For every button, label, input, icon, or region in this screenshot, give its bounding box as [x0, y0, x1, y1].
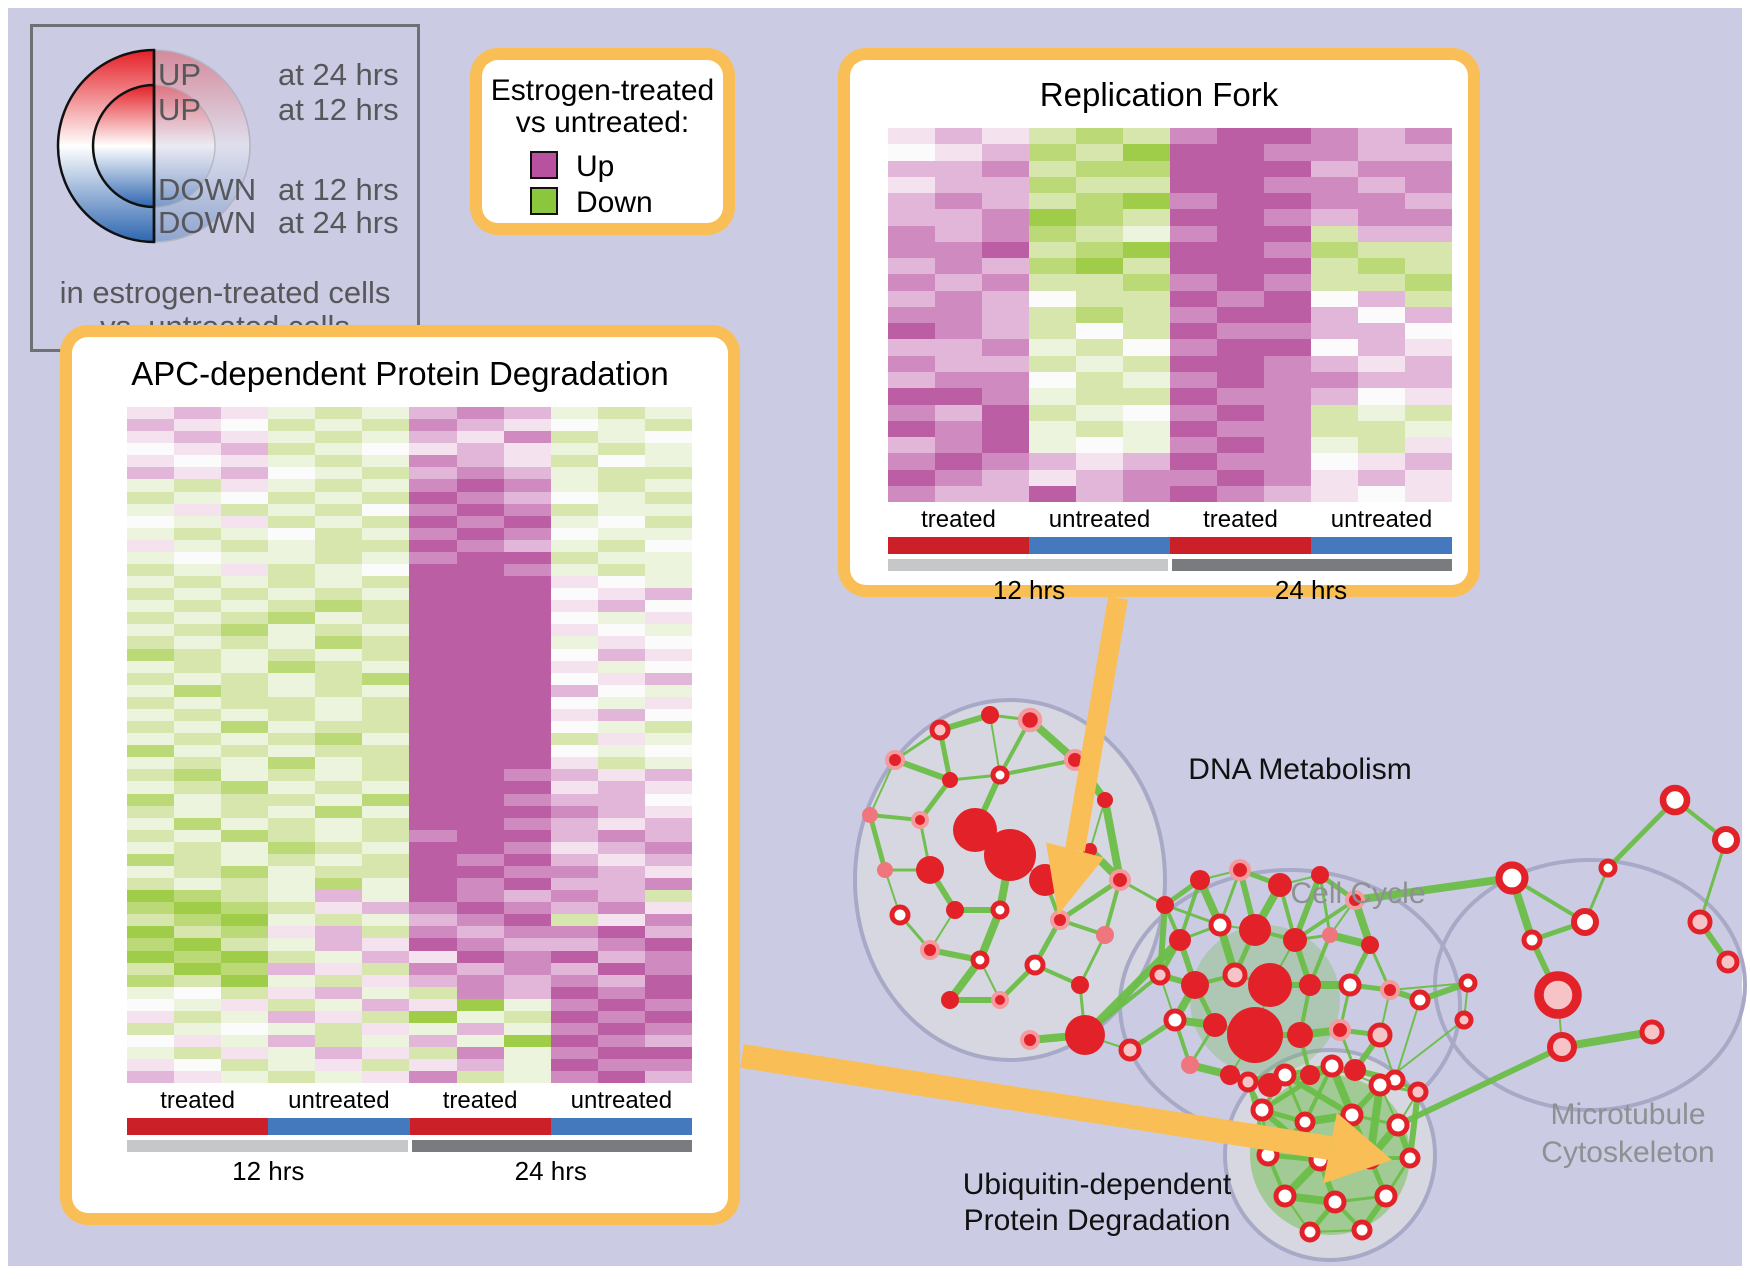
group-label: treated	[442, 1087, 518, 1114]
cluster-label-microtubule-line1: Microtubule	[1550, 1098, 1706, 1131]
condition-bar	[409, 1118, 551, 1135]
group-label: untreated	[1048, 506, 1151, 533]
group-label: treated	[160, 1087, 235, 1114]
condition-bar	[888, 537, 1029, 554]
legend-up-row: Up	[530, 150, 614, 184]
legend-row-down-12: DOWN at 12 hrs	[158, 172, 399, 207]
apc-heatmap	[127, 407, 692, 1084]
time-bar	[888, 559, 1168, 571]
updown-ring-diagram	[56, 48, 251, 244]
legend-caption-line1: in estrogen-treated cells	[59, 275, 391, 310]
cluster-label-microtubule-line2: Cytoskeleton	[1541, 1136, 1715, 1169]
time-bar	[1172, 559, 1452, 571]
time-label: 12 hrs	[992, 575, 1066, 605]
apc-heatmap-legend: treated untreated treated untreated 12 hrs 24…	[127, 1087, 692, 1187]
rf-heatmap-legend: treated untreated treated untreated 12 hrs 24…	[888, 506, 1452, 606]
condition-bar	[1311, 537, 1452, 554]
time-label: 24 hrs	[1274, 575, 1348, 605]
rf-heatmap	[888, 128, 1452, 503]
legend-down-row: Down	[530, 186, 653, 220]
group-label: treated	[1203, 506, 1278, 533]
legend-row-up-12: UP at 12 hrs	[158, 92, 399, 127]
down-color-swatch	[530, 187, 558, 215]
condition-bar	[550, 1118, 692, 1135]
condition-bar	[1170, 537, 1311, 554]
up-color-swatch	[530, 151, 558, 179]
group-label: treated	[921, 506, 996, 533]
rf-panel-title: Replication Fork	[1039, 76, 1279, 113]
cluster-label-dna-metabolism: DNA Metabolism	[1188, 753, 1412, 786]
time-label: 12 hrs	[232, 1156, 305, 1186]
apc-panel-title: APC-dependent Protein Degradation	[131, 355, 669, 392]
condition-bar	[1029, 537, 1170, 554]
condition-bar	[127, 1118, 269, 1135]
group-label: untreated	[570, 1087, 673, 1114]
cluster-label-ubiquitin-line1: Ubiquitin-dependent	[962, 1168, 1232, 1201]
time-label: 24 hrs	[514, 1156, 587, 1186]
cluster-label-ubiquitin-line2: Protein Degradation	[963, 1204, 1231, 1237]
time-bar	[127, 1140, 408, 1152]
group-label: untreated	[1330, 506, 1433, 533]
apc-heatmap-panel: APC-dependent Protein Degradation treate…	[60, 325, 740, 1225]
replication-fork-panel: Replication Fork treated untreated treated…	[838, 48, 1480, 605]
cluster-label-cell-cycle: Cell Cycle	[1290, 877, 1426, 910]
estrogen-updown-legend: Estrogen-treated vs untreated: Up Down	[470, 48, 735, 235]
estrogen-legend-title-line2: vs untreated:	[515, 106, 690, 139]
estrogen-legend-title-line1: Estrogen-treated	[490, 74, 715, 107]
group-label: untreated	[288, 1087, 390, 1114]
legend-row-up-24: UP at 24 hrs	[158, 57, 399, 92]
condition-bar	[268, 1118, 410, 1135]
updown-ring-legend: UP at 24 hrs UP at 12 hrs DOWN at 12 hrs DO…	[30, 24, 420, 352]
time-bar	[411, 1140, 692, 1152]
legend-row-down-24: DOWN at 24 hrs	[158, 205, 399, 240]
